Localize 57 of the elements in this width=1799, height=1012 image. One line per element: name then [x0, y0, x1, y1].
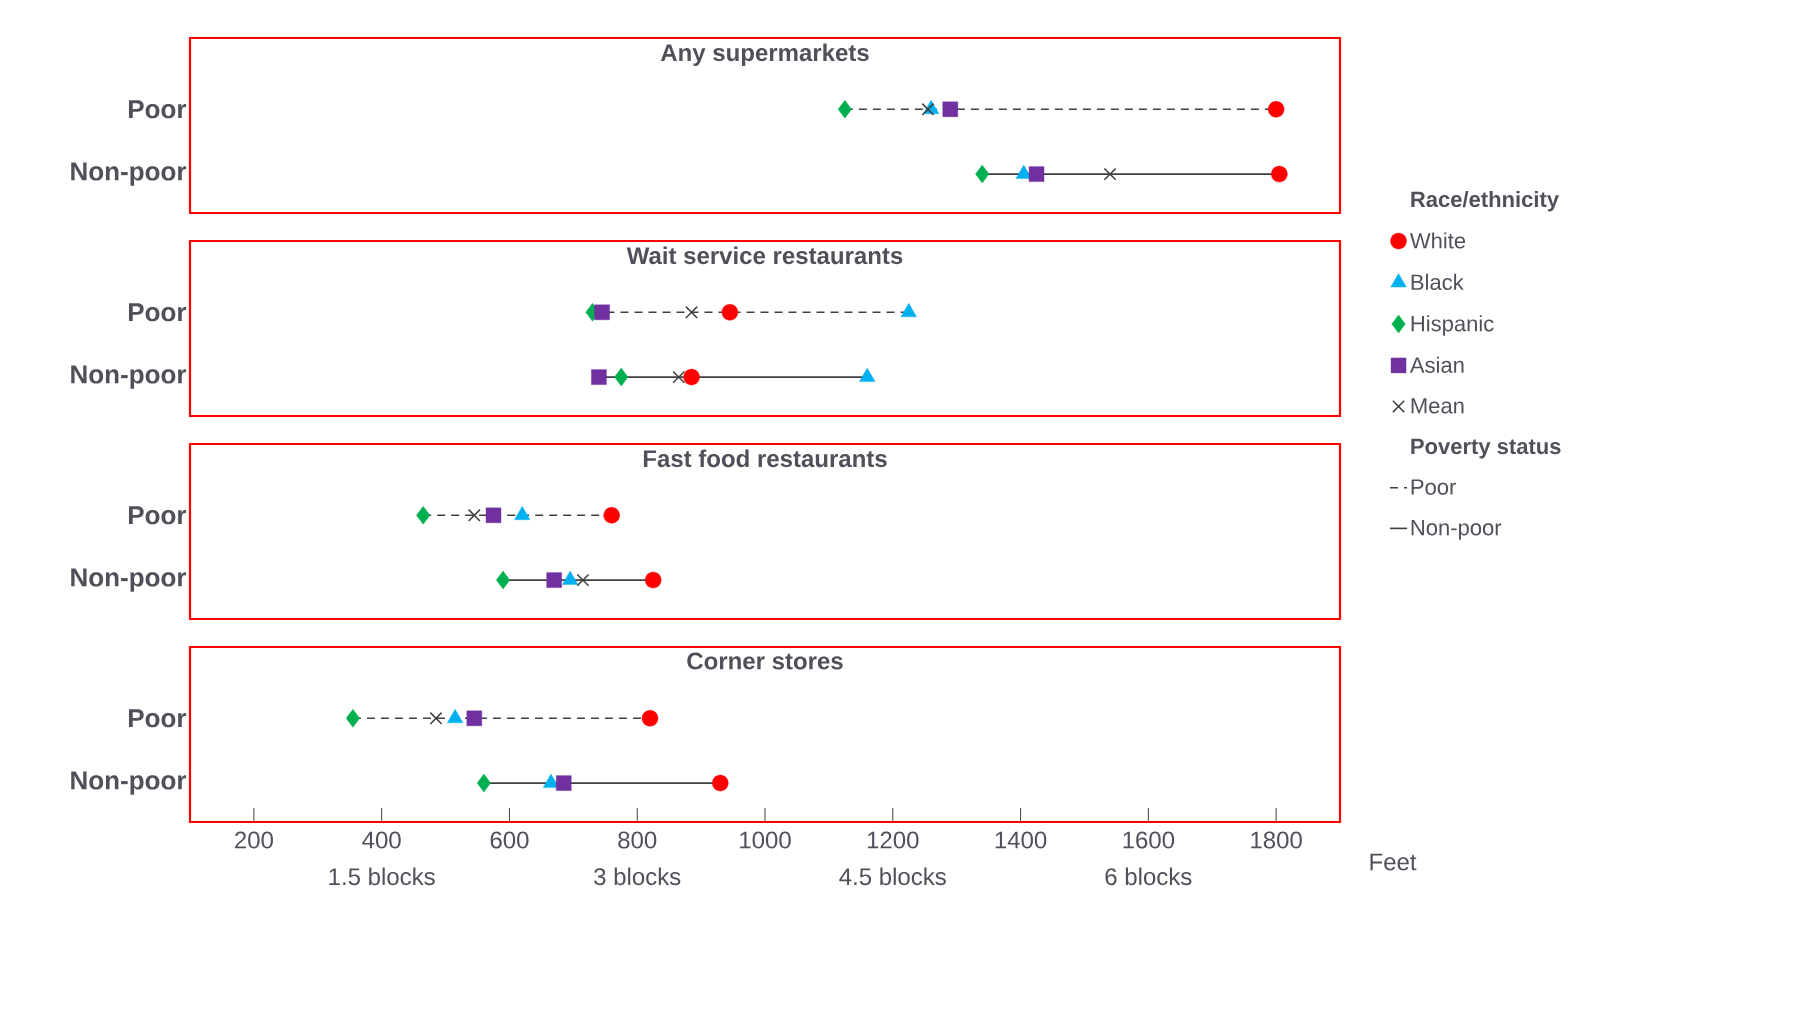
- point: [576, 573, 590, 587]
- legend-label: Asian: [1409, 356, 1464, 373]
- point: [546, 572, 562, 588]
- point: [345, 709, 360, 728]
- x-tick-label: 400: [362, 831, 401, 849]
- legend-label: Mean: [1411, 398, 1464, 414]
- x-axis-title: Feet: [1370, 853, 1417, 871]
- point: [496, 570, 511, 590]
- legend-title: Race/ethnicity: [1411, 190, 1559, 212]
- category-label: Poor: [1411, 479, 1456, 495]
- x-tick-label: 600: [490, 831, 529, 849]
- point: [645, 571, 662, 589]
- point: [466, 710, 483, 726]
- point: [712, 774, 729, 792]
- point: [683, 368, 700, 386]
- x-tick-label: 1800: [1251, 831, 1302, 849]
- chart-title: Any supermarkets: [660, 43, 869, 66]
- x-tick-label: 1000: [740, 831, 791, 849]
- x2-tick-label: 4.5 blocks: [839, 867, 946, 886]
- point: [416, 506, 431, 525]
- point: [476, 773, 491, 793]
- x-tick-label: 200: [235, 831, 273, 849]
- y-tick-label: Poor: [128, 303, 187, 322]
- point: [485, 507, 502, 523]
- point: [467, 508, 481, 522]
- x2-tick-label: 6 blocks: [1105, 867, 1192, 886]
- y-tick-label: Poor: [128, 506, 187, 525]
- x-tick-label: 800: [618, 831, 657, 849]
- point: [672, 370, 686, 384]
- y-tick-label: Non-poor: [71, 771, 187, 795]
- legend-label: Black: [1411, 273, 1464, 290]
- point: [685, 305, 698, 319]
- x-tick-label: 1400: [995, 831, 1047, 849]
- point: [603, 507, 620, 524]
- legend-label: White: [1409, 232, 1466, 249]
- point: [721, 304, 739, 321]
- x-tick-label: 1600: [1123, 831, 1175, 849]
- point: [556, 775, 572, 791]
- x2-tick-label: 1.5 blocks: [329, 867, 435, 886]
- y-tick-label: Non-poor: [71, 568, 187, 592]
- y-tick-label: Non-poor: [71, 365, 187, 389]
- point: [591, 369, 607, 385]
- point: [641, 710, 659, 727]
- category-label: Non-poor: [1411, 520, 1502, 540]
- legend-label: Hispanic: [1411, 315, 1494, 336]
- point: [594, 304, 610, 320]
- chart-title: Fast food restaurants: [643, 449, 887, 468]
- y-tick-label: Poor: [128, 709, 187, 728]
- y-tick-label: Poor: [128, 100, 187, 119]
- point: [614, 367, 629, 387]
- text: Poverty status: [1411, 438, 1561, 459]
- point: [429, 711, 443, 725]
- y-tick-label: Non-poor: [71, 162, 187, 186]
- chart-title: Corner stores: [687, 652, 843, 670]
- x2-tick-label: 3 blocks: [594, 867, 681, 886]
- chart-title: Wait service restaurants: [626, 246, 903, 265]
- x-tick-label: 1200: [867, 831, 919, 849]
